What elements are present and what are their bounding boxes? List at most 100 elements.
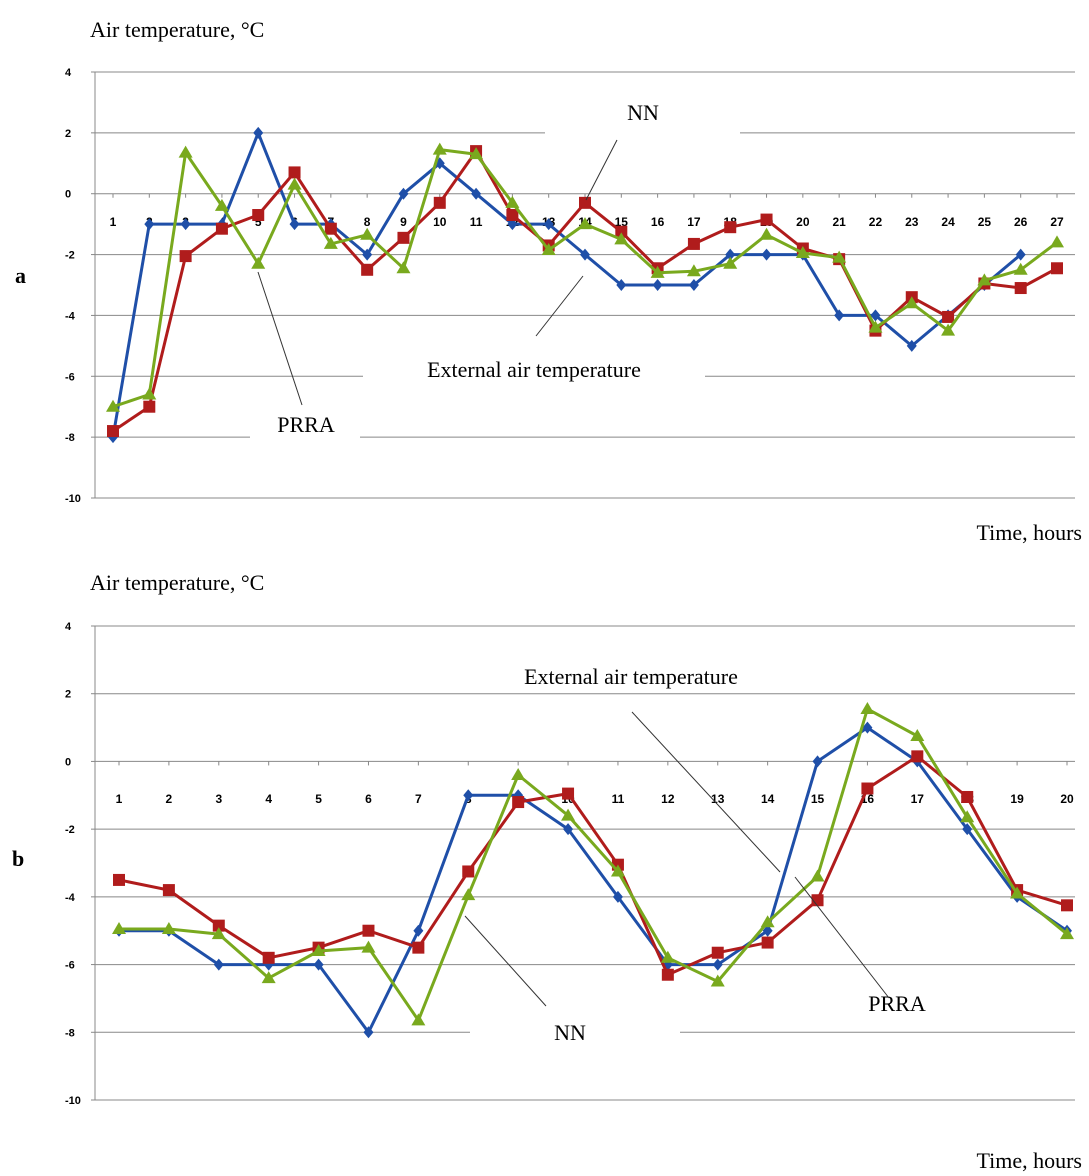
annotation-external: External air temperature xyxy=(524,664,738,689)
data-point-nn xyxy=(288,166,301,179)
data-point-external xyxy=(362,248,373,261)
data-point-nn xyxy=(1061,899,1073,912)
x-tick-label: 25 xyxy=(978,215,992,229)
data-point-nn xyxy=(212,919,225,932)
data-point-prra xyxy=(610,864,625,877)
x-tick-label: 11 xyxy=(470,215,483,229)
data-point-external xyxy=(962,823,973,836)
data-point-prra xyxy=(214,198,229,211)
data-point-prra xyxy=(161,922,176,935)
data-point-nn xyxy=(724,221,737,234)
data-point-nn xyxy=(711,946,724,959)
x-tick-labels: 1234567891011121314151617181920 xyxy=(116,792,1074,806)
y-tick-label: -4 xyxy=(65,310,76,322)
label-backdrop xyxy=(470,1015,680,1050)
data-point-external xyxy=(652,279,663,291)
x-tick-label: 12 xyxy=(661,792,675,806)
y-tick-label: -2 xyxy=(65,824,75,836)
x-tick-label: 10 xyxy=(433,215,447,229)
panel-label: b xyxy=(12,846,24,871)
panel-label: a xyxy=(15,263,26,288)
data-point-external xyxy=(463,789,474,802)
data-point-external xyxy=(712,958,723,971)
y-tick-label: -10 xyxy=(65,1095,81,1107)
data-point-external xyxy=(612,890,623,903)
series-lines xyxy=(106,126,1064,444)
x-tick-label: 26 xyxy=(1014,215,1028,229)
data-point-external xyxy=(313,958,324,971)
data-point-nn xyxy=(911,750,924,763)
data-point-external xyxy=(363,1026,374,1039)
x-tick-label: 11 xyxy=(612,792,625,806)
data-point-prra xyxy=(323,236,338,249)
annotation-nn: NN xyxy=(554,1020,586,1045)
data-point-external xyxy=(812,755,823,768)
data-point-external xyxy=(761,248,772,261)
x-tick-label: 5 xyxy=(255,215,262,229)
data-point-external xyxy=(213,958,224,971)
y-tick-label: -6 xyxy=(65,960,75,972)
label-backdrop xyxy=(250,407,360,441)
data-point-nn xyxy=(324,222,337,235)
leader-line-prra xyxy=(257,271,303,406)
y-tick-labels: 4 2 0 -2 -4 -6 -8 -10 xyxy=(65,621,81,1107)
data-point-nn xyxy=(1014,282,1027,295)
data-point-external xyxy=(580,248,590,261)
data-point-prra xyxy=(723,256,738,269)
data-point-external xyxy=(398,187,409,200)
data-point-external xyxy=(616,279,627,291)
x-tick-label: 14 xyxy=(761,792,775,806)
data-point-nn xyxy=(562,787,575,800)
data-point-nn xyxy=(143,400,156,413)
x-tick-label: 19 xyxy=(1010,792,1024,806)
data-point-external xyxy=(1015,248,1026,261)
x-tick-label: 6 xyxy=(365,792,372,806)
data-point-external xyxy=(762,924,773,937)
data-point-prra xyxy=(860,701,875,714)
data-point-prra xyxy=(461,888,476,901)
series-line-nn xyxy=(118,754,1068,977)
series-line-prra xyxy=(119,707,1068,1022)
data-point-nn xyxy=(861,782,874,795)
x-tick-label: 23 xyxy=(905,215,919,229)
data-point-external xyxy=(253,126,264,139)
x-tick-label: 15 xyxy=(811,792,825,806)
panel-a: a Air temperature, °C Time, hours 420-2-… xyxy=(15,17,1082,545)
data-point-prra xyxy=(251,256,266,269)
data-point-prra xyxy=(1010,886,1025,899)
x-tick-label: 2 xyxy=(166,792,173,806)
data-point-external xyxy=(413,924,424,937)
data-point-prra xyxy=(469,147,484,160)
data-point-prra xyxy=(411,1013,426,1026)
data-point-prra xyxy=(910,729,925,742)
data-point-nn xyxy=(506,209,519,222)
x-tick-label: 9 xyxy=(400,215,407,229)
data-point-external xyxy=(180,218,191,231)
x-tick-label: 24 xyxy=(941,215,955,229)
annotation-external: External air temperature xyxy=(427,357,641,382)
data-point-nn xyxy=(361,263,374,276)
data-point-prra xyxy=(211,927,226,940)
data-point-nn xyxy=(179,250,192,263)
x-tick-label: 13 xyxy=(711,792,725,806)
leader-line-nn xyxy=(585,139,618,201)
data-point-prra xyxy=(178,145,193,158)
series-lines xyxy=(112,701,1074,1039)
x-axis-title: Time, hours xyxy=(976,520,1082,545)
data-point-external xyxy=(906,339,917,352)
data-point-prra xyxy=(1050,235,1064,248)
x-tick-label: 5 xyxy=(315,792,322,806)
data-point-prra xyxy=(760,915,775,928)
data-point-nn xyxy=(1051,262,1063,275)
data-point-prra xyxy=(505,195,520,208)
annotations: NN External air temperature PRRA xyxy=(250,100,740,441)
x-tick-label: 20 xyxy=(1060,792,1074,806)
annotation-prra: PRRA xyxy=(277,412,335,437)
data-point-nn xyxy=(397,231,410,244)
data-point-prra xyxy=(904,296,919,309)
data-point-prra xyxy=(710,974,725,987)
data-point-prra xyxy=(977,273,992,286)
data-point-prra xyxy=(1013,262,1028,275)
leader-line-external xyxy=(535,275,584,337)
